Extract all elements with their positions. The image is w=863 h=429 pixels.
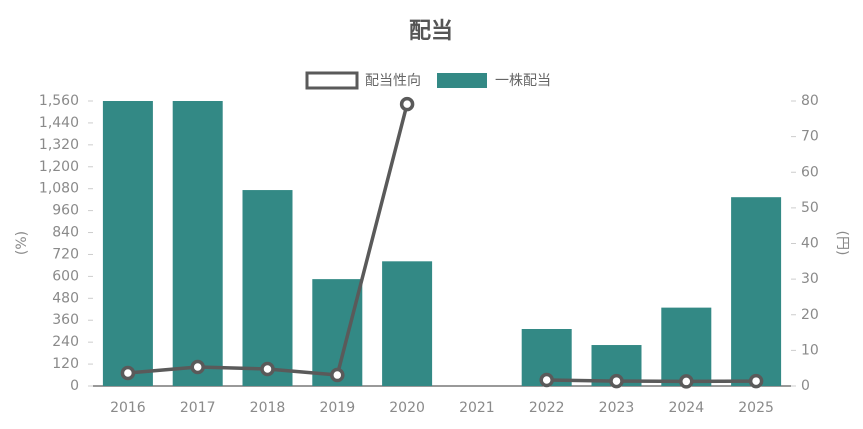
y2-tick-label: 20 <box>801 307 819 323</box>
y-tick-label: 120 <box>52 356 79 372</box>
y2-tick-label: 50 <box>801 200 819 216</box>
x-tick-label: 2022 <box>529 400 565 416</box>
line-marker <box>330 367 345 383</box>
y-tick-label: 1,320 <box>39 137 79 153</box>
y-tick-label: 1,560 <box>39 93 79 109</box>
bar <box>661 307 712 386</box>
x-tick-label: 2016 <box>110 400 146 416</box>
line-marker <box>190 359 205 375</box>
x-tick-label: 2018 <box>250 400 286 416</box>
x-tick-label: 2020 <box>389 400 425 416</box>
y2-tick-label: 40 <box>801 236 819 252</box>
y-tick-label: 1,080 <box>39 181 79 197</box>
x-tick-label: 2021 <box>459 400 495 416</box>
chart-title: 配当 <box>409 19 453 44</box>
bar <box>172 101 223 386</box>
bar <box>242 190 293 386</box>
x-tick-label: 2025 <box>738 400 774 416</box>
x-tick-label: 2019 <box>319 400 355 416</box>
line-marker <box>539 372 554 388</box>
y-tick-label: 0 <box>70 378 79 394</box>
y-tick-label: 840 <box>52 225 79 241</box>
x-tick-label: 2024 <box>668 400 704 416</box>
y-axis-title: (%) <box>14 231 30 255</box>
line-marker <box>260 361 275 377</box>
y2-tick-label: 80 <box>801 93 819 109</box>
y2-tick-label: 60 <box>801 164 819 180</box>
bar <box>102 101 153 386</box>
line-marker <box>609 373 624 389</box>
bar <box>382 261 433 386</box>
bar <box>731 197 782 386</box>
x-tick-label: 2017 <box>180 400 216 416</box>
y-tick-label: 480 <box>52 290 79 306</box>
line-marker <box>120 365 136 381</box>
line-marker <box>679 374 694 389</box>
y-tick-label: 360 <box>52 312 79 328</box>
line-marker <box>748 373 764 389</box>
y2-tick-label: 10 <box>801 342 819 358</box>
y-tick-label: 720 <box>52 246 79 262</box>
y2-axis-title: (円) <box>834 231 850 256</box>
y2-tick-label: 0 <box>801 378 810 394</box>
line-marker <box>399 96 415 112</box>
legend-label: 配当性向 <box>365 73 421 89</box>
legend-swatch <box>305 71 359 90</box>
legend-swatch <box>437 73 487 88</box>
legend-label: 一株配当 <box>495 73 551 89</box>
y-tick-label: 960 <box>52 203 79 219</box>
y-tick-label: 600 <box>52 268 79 284</box>
y-tick-label: 240 <box>52 334 79 350</box>
y-tick-label: 1,440 <box>39 115 79 131</box>
y-tick-label: 1,200 <box>39 159 79 175</box>
x-tick-label: 2023 <box>599 400 635 416</box>
y2-tick-label: 30 <box>801 271 819 287</box>
y2-tick-label: 70 <box>801 129 819 145</box>
